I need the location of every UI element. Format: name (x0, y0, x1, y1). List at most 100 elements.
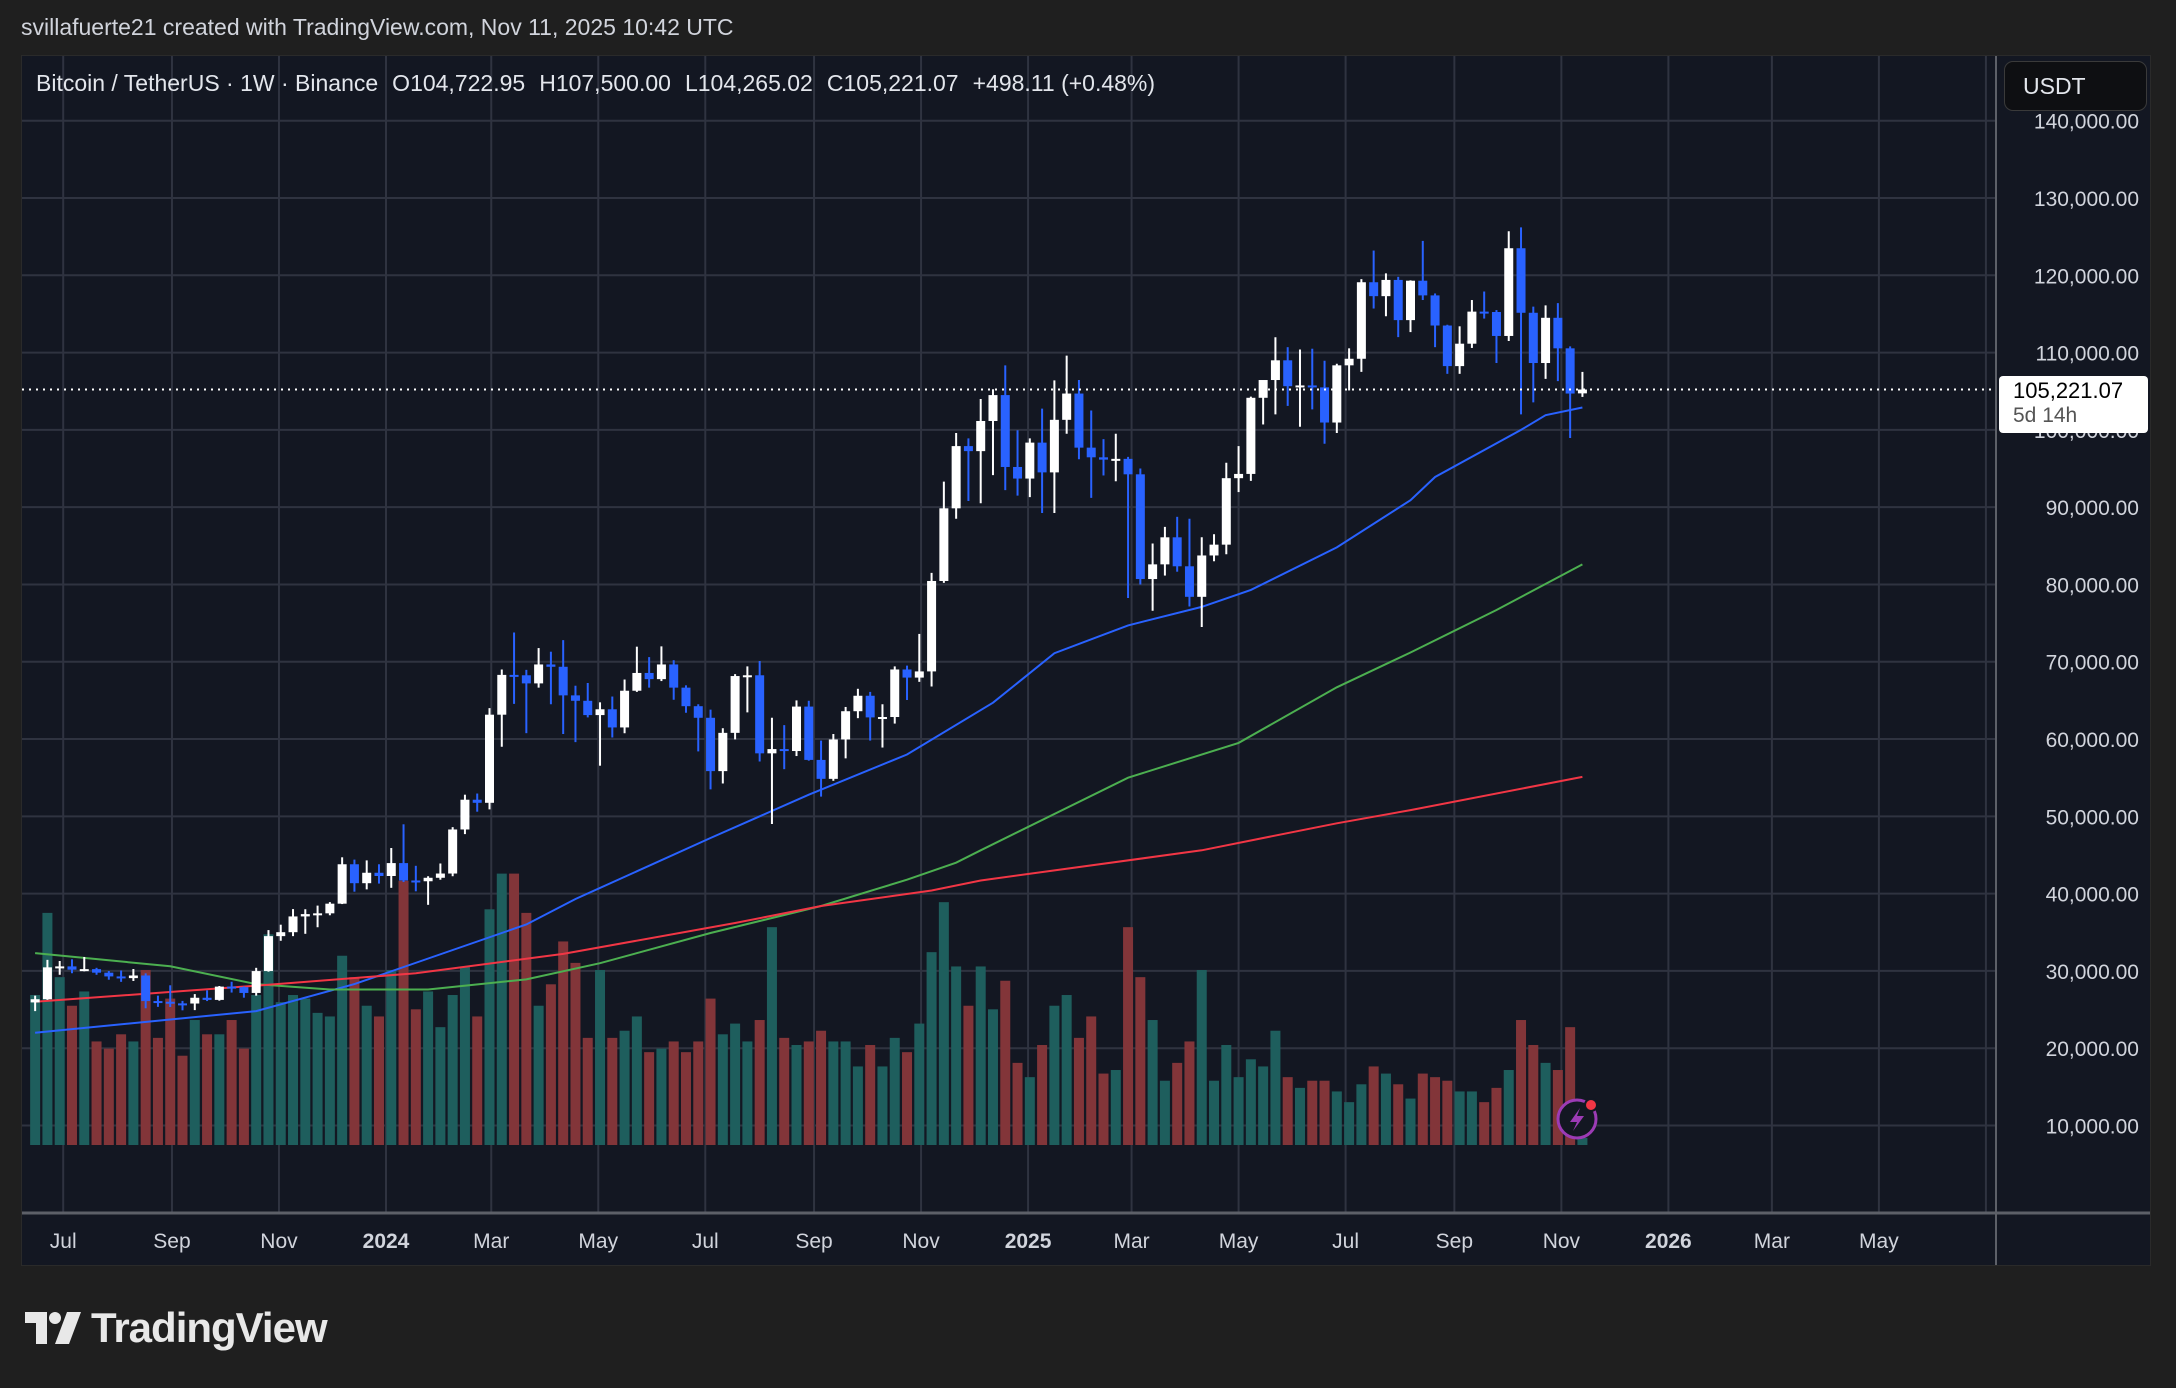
candle-body (1074, 393, 1084, 448)
candle-body (165, 1001, 175, 1004)
candle-body (914, 671, 924, 678)
volume-bar (779, 1037, 790, 1145)
candle-body (644, 672, 654, 680)
volume-bar (435, 1027, 446, 1145)
candle-body (1135, 474, 1145, 580)
candle-body (435, 873, 445, 878)
volume-bar (251, 995, 262, 1145)
volume-bar (1380, 1073, 1391, 1145)
candle-body (1123, 458, 1133, 475)
candle-body (546, 664, 556, 667)
candle-body (1320, 387, 1330, 423)
candle-body (251, 971, 261, 993)
grid-lines (22, 56, 1996, 1212)
volume-bar (1061, 995, 1072, 1145)
candle-body (1455, 343, 1465, 367)
symbol-legend[interactable]: Bitcoin / TetherUS · 1W · Binance O104,7… (36, 70, 1155, 97)
candle-body (1541, 317, 1551, 364)
candle-body (1246, 397, 1256, 474)
candle-body (730, 676, 740, 733)
time-tick-label: Mar (473, 1230, 509, 1253)
candles (30, 227, 1587, 1012)
candle-body (1528, 312, 1538, 364)
volume-bar (30, 995, 41, 1145)
moving-average-line-1 (35, 563, 1583, 991)
candle-body (742, 675, 752, 678)
volume-bar (312, 1012, 323, 1145)
symbol-title[interactable]: Bitcoin / TetherUS · 1W · Binance (36, 70, 379, 96)
volume-bar (926, 952, 937, 1145)
volume-bar (742, 1041, 753, 1145)
price-change: +498.11 (+0.48%) (972, 70, 1156, 96)
volume-bar (668, 1041, 679, 1145)
time-tick-label: Jul (1332, 1230, 1359, 1253)
volume-bar (705, 998, 716, 1145)
volume-bar (1454, 1091, 1465, 1145)
moving-averages (35, 406, 1583, 1034)
candle-body (681, 687, 691, 707)
volume-bar (1319, 1080, 1330, 1145)
volume-bar (509, 873, 520, 1145)
lightning-alert-icon[interactable] (1556, 1098, 1598, 1140)
candle-body (1406, 280, 1416, 321)
candle-body (1197, 555, 1207, 597)
volume-bar (1479, 1102, 1490, 1145)
ohlc-open: O104,722.95 (392, 70, 526, 96)
candle-body (939, 508, 949, 581)
tradingview-logo-icon (25, 1312, 81, 1344)
candle-body (656, 664, 666, 680)
time-tick-label: Nov (260, 1230, 298, 1253)
candle-body (828, 739, 838, 779)
candle-body (583, 700, 593, 716)
candle-body (325, 903, 335, 914)
volume-bar (54, 977, 65, 1145)
candle-body (411, 880, 421, 883)
volume-bar (472, 1016, 483, 1145)
candle-body (55, 966, 65, 969)
candle-body (595, 709, 605, 716)
candle-body (116, 976, 126, 979)
candle-body (1356, 282, 1366, 359)
candle-body (1577, 389, 1587, 394)
volume-bar (1024, 1077, 1035, 1145)
volume-bars (30, 873, 1588, 1145)
volume-bar (128, 1041, 139, 1145)
volume-bar (1196, 970, 1207, 1145)
candle-body (877, 717, 887, 720)
candle-body (1442, 325, 1452, 367)
volume-bar (828, 1041, 839, 1145)
volume-bar (275, 1002, 286, 1145)
price-axis: 140,000.00 130,000.00 120,000.00 110,000.00… (2034, 111, 2139, 1139)
volume-bar (1049, 1005, 1060, 1145)
volume-bar (1393, 1084, 1404, 1145)
currency-button[interactable]: USDT (2004, 61, 2147, 111)
candle-body (976, 420, 986, 452)
price-tick-label: 10,000.00 (2046, 1116, 2139, 1139)
volume-bar (79, 991, 90, 1145)
candle-body (1000, 395, 1010, 467)
volume-bar (226, 1020, 237, 1145)
volume-bar (202, 1034, 213, 1145)
candle-body (349, 864, 359, 884)
candle-body (1111, 458, 1121, 461)
candle-body (816, 759, 826, 779)
price-tick-label: 30,000.00 (2046, 961, 2139, 984)
volume-bar (766, 927, 777, 1145)
volume-bar (42, 912, 53, 1145)
candle-body (42, 967, 52, 1000)
tradingview-logo[interactable]: TradingView (25, 1304, 328, 1352)
volume-bar (1147, 1020, 1158, 1145)
volume-bar (1012, 1062, 1023, 1145)
candle-body (767, 749, 777, 754)
candle-body (902, 669, 912, 678)
candle-body (153, 1001, 163, 1004)
candle-body (632, 672, 642, 691)
candle-body (890, 669, 900, 718)
candle-body (1013, 466, 1023, 479)
time-tick-label: May (578, 1230, 618, 1253)
candle-body (1283, 360, 1293, 387)
volume-bar (693, 1041, 704, 1145)
volume-bar (1565, 1027, 1576, 1145)
candle-body (1381, 279, 1391, 297)
